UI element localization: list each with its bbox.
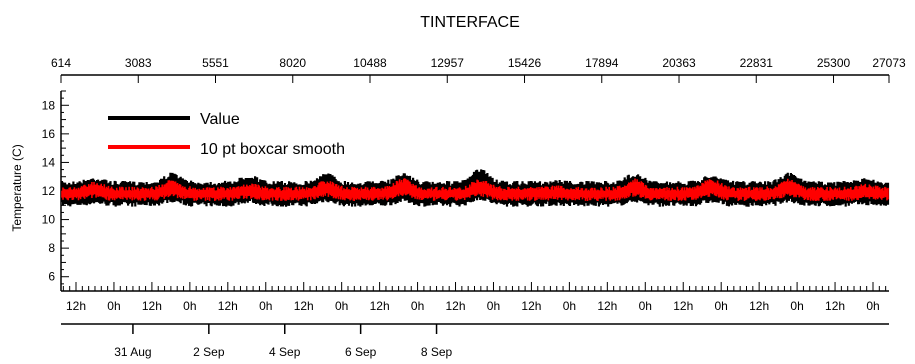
bottom-axis-hour-label: 0h [563,299,576,313]
bottom-axis-hour-label: 12h [66,299,86,313]
bottom-axis-hour-label: 0h [335,299,348,313]
y-axis-tick-label: 18 [42,98,56,112]
date-axis-label: 6 Sep [345,345,377,359]
series-band-smooth [61,178,889,201]
series-smooth [61,178,889,201]
y-axis-tick-label: 8 [48,241,55,255]
bottom-axis-hour-label: 12h [446,299,466,313]
bottom-axis-hour-label: 12h [673,299,693,313]
bottom-axis-hour-label: 0h [183,299,196,313]
top-axis-tick-label: 22831 [740,56,774,70]
top-axis-tick-label: 25300 [817,56,851,70]
legend-label-value: Value [200,111,240,128]
y-axis-tick-label: 16 [42,127,56,141]
bottom-axis-hour-label: 12h [218,299,238,313]
legend-label-smooth: 10 pt boxcar smooth [200,141,345,158]
y-axis-tick-label: 10 [42,213,56,227]
bottom-axis-hour-label: 0h [411,299,424,313]
bottom-axis-hour-label: 12h [142,299,162,313]
y-axis-label: Temperature (C) [10,144,24,231]
bottom-axis-hour-label: 0h [107,299,120,313]
bottom-axis: 12h 0h 12h 0h 12h 0h 12h 0h 12h 0h 12h 0h 12h 0h 12h 0h… [61,282,889,359]
top-axis-tick-label: 614 [51,56,71,70]
legend: Value 10 pt boxcar smooth [108,111,345,158]
top-axis-tick-label: 8020 [279,56,306,70]
bottom-axis-hour-label: 12h [370,299,390,313]
bottom-axis-hour-label: 12h [521,299,541,313]
bottom-axis-hour-label: 0h [866,299,879,313]
top-axis: 614 3083 5551 8020 10488 12957 15426 17894 20363… [51,56,906,83]
bottom-axis-hour-label: 0h [487,299,500,313]
top-axis-tick-label: 17894 [585,56,619,70]
bottom-axis-hour-label: 0h [790,299,803,313]
top-axis-tick-label: 10488 [353,56,387,70]
date-axis-label: 2 Sep [193,345,225,359]
top-axis-tick-label: 20363 [662,56,696,70]
bottom-axis-hour-label: 12h [749,299,769,313]
series-layer [60,169,890,207]
date-axis-label: 4 Sep [269,345,301,359]
top-axis-tick-label: 15426 [508,56,542,70]
bottom-axis-hour-label: 12h [825,299,845,313]
date-axis-label: 31 Aug [114,345,151,359]
bottom-axis-hour-label: 12h [294,299,314,313]
top-axis-tick-label: 12957 [431,56,465,70]
bottom-axis-hour-label: 0h [639,299,652,313]
bottom-axis-hour-label: 12h [597,299,617,313]
bottom-axis-hour-label: 0h [259,299,272,313]
chart-title: TINTERFACE [420,14,520,31]
y-axis-tick-label: 12 [42,184,56,198]
top-axis-tick-label: 5551 [202,56,229,70]
top-axis-tick-label: 27073 [872,56,906,70]
y-axis-tick-label: 14 [42,155,56,169]
top-axis-tick-label: 3083 [125,56,152,70]
date-axis-label: 8 Sep [421,345,453,359]
y-axis-tick-label: 6 [48,270,55,284]
bottom-axis-hour-label: 0h [715,299,728,313]
